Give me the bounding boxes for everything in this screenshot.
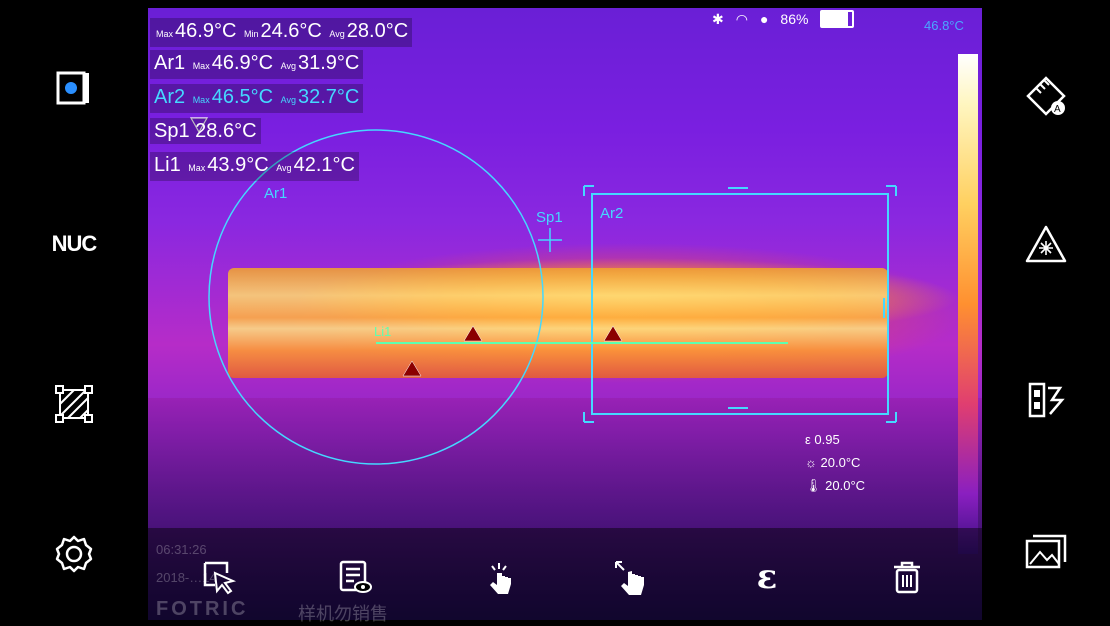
ar2-rectangle (591, 193, 889, 415)
analysis-report-icon (339, 560, 372, 593)
capture-time: 06:31:26 (156, 542, 207, 557)
palette-switch-icon (1028, 382, 1065, 418)
sp1-crosshair (538, 228, 562, 252)
sp1-triangle-marker (189, 117, 209, 134)
bluetooth-icon: ✱ (712, 10, 724, 27)
left-toolbar: NUC (0, 0, 148, 626)
reflected-temp-icon: ☼ (805, 455, 817, 470)
demo-watermark: 样机勿销售 (298, 604, 388, 624)
svg-text:A: A (1054, 104, 1061, 115)
palette-button[interactable] (1014, 368, 1078, 432)
ar1-marker-label: Ar1 (264, 185, 287, 202)
sp1-marker-label: Sp1 (536, 209, 563, 226)
emissivity-button[interactable]: ε (740, 550, 794, 604)
max-temp-marker (603, 325, 623, 342)
emissivity-icon: ε (805, 432, 811, 447)
gesture-zoom-button[interactable] (604, 550, 658, 604)
nuc-button[interactable]: NUC (42, 212, 106, 276)
emissivity-symbol-icon: ε (756, 557, 778, 597)
max-temp-marker (463, 325, 483, 342)
nuc-label: NUC (51, 231, 98, 256)
background-region (148, 398, 982, 620)
ar2-readout: Ar2 Max 46.5°C Avg 32.7°C (150, 84, 364, 113)
thermal-image-viewport[interactable] (148, 8, 982, 620)
measure-auto-icon: A (1026, 76, 1066, 116)
delete-button[interactable] (880, 550, 934, 604)
select-tool-button[interactable] (192, 550, 246, 604)
status-bar: ✱ ◠ ● 86% (712, 10, 855, 28)
wifi-icon: ◠ (735, 10, 748, 27)
sp1-readout: Sp1 28.6°C (150, 118, 261, 144)
battery-icon (820, 10, 855, 28)
ar1-circle (208, 129, 544, 465)
ambient-temp-row: 🌡 20.0°C (805, 478, 866, 493)
file-view-icon (56, 71, 89, 105)
capture-date: 2018-…14 (156, 570, 217, 585)
settings-gear-icon (55, 535, 93, 573)
touch-tap-icon (490, 563, 511, 594)
gallery-button[interactable] (1014, 520, 1078, 584)
thermometer-icon: 🌡 (805, 478, 822, 493)
emissivity-row: ε 0.95 (805, 432, 840, 447)
ar1-readout: Ar1 Max 46.9°C Avg 31.9°C (150, 50, 364, 79)
bottom-toolbar: 06:31:26 2018-…14 FOTRIC 样机勿销售 ε (148, 528, 982, 624)
scale-max-temp: 46.8°C (924, 18, 964, 33)
hot-object-region (228, 268, 888, 378)
max-temp-marker (402, 360, 422, 377)
auto-measure-button[interactable]: A (1014, 64, 1078, 128)
battery-percent: 86% (780, 11, 809, 27)
gallery-icon (1025, 534, 1067, 569)
laser-button[interactable] (1014, 212, 1078, 276)
delete-trash-icon (894, 561, 920, 594)
analysis-report-button[interactable] (328, 550, 382, 604)
li1-readout: Li1 Max 43.9°C Avg 42.1°C (150, 152, 359, 181)
gesture-zoom-icon (615, 561, 644, 595)
ar2-marker-label: Ar2 (600, 205, 623, 222)
location-icon: ● (759, 11, 769, 27)
measurement-params: ε 0.95 ☼ 20.0°C 🌡 20.0°C (805, 428, 865, 497)
reflected-temp-row: ☼ 20.0°C (805, 455, 861, 470)
ar2-corner-handles (583, 185, 897, 423)
right-toolbar: A (982, 0, 1110, 626)
brand-watermark: FOTRIC (156, 598, 249, 620)
settings-button[interactable] (42, 522, 106, 586)
file-view-button[interactable] (42, 56, 106, 120)
select-pointer-icon (203, 561, 237, 595)
temperature-color-scale (958, 54, 978, 554)
measurement-overlay: Ar1 Ar2 Sp1 Li1 (189, 117, 897, 465)
laser-pointer-icon (1025, 225, 1067, 263)
touch-measure-button[interactable] (472, 550, 526, 604)
li1-marker-label: Li1 (374, 324, 391, 339)
area-select-button[interactable] (42, 372, 106, 436)
global-readout: Max 46.9°C Min 24.6°C Avg 28.0°C (150, 18, 413, 47)
area-select-icon (55, 385, 93, 423)
